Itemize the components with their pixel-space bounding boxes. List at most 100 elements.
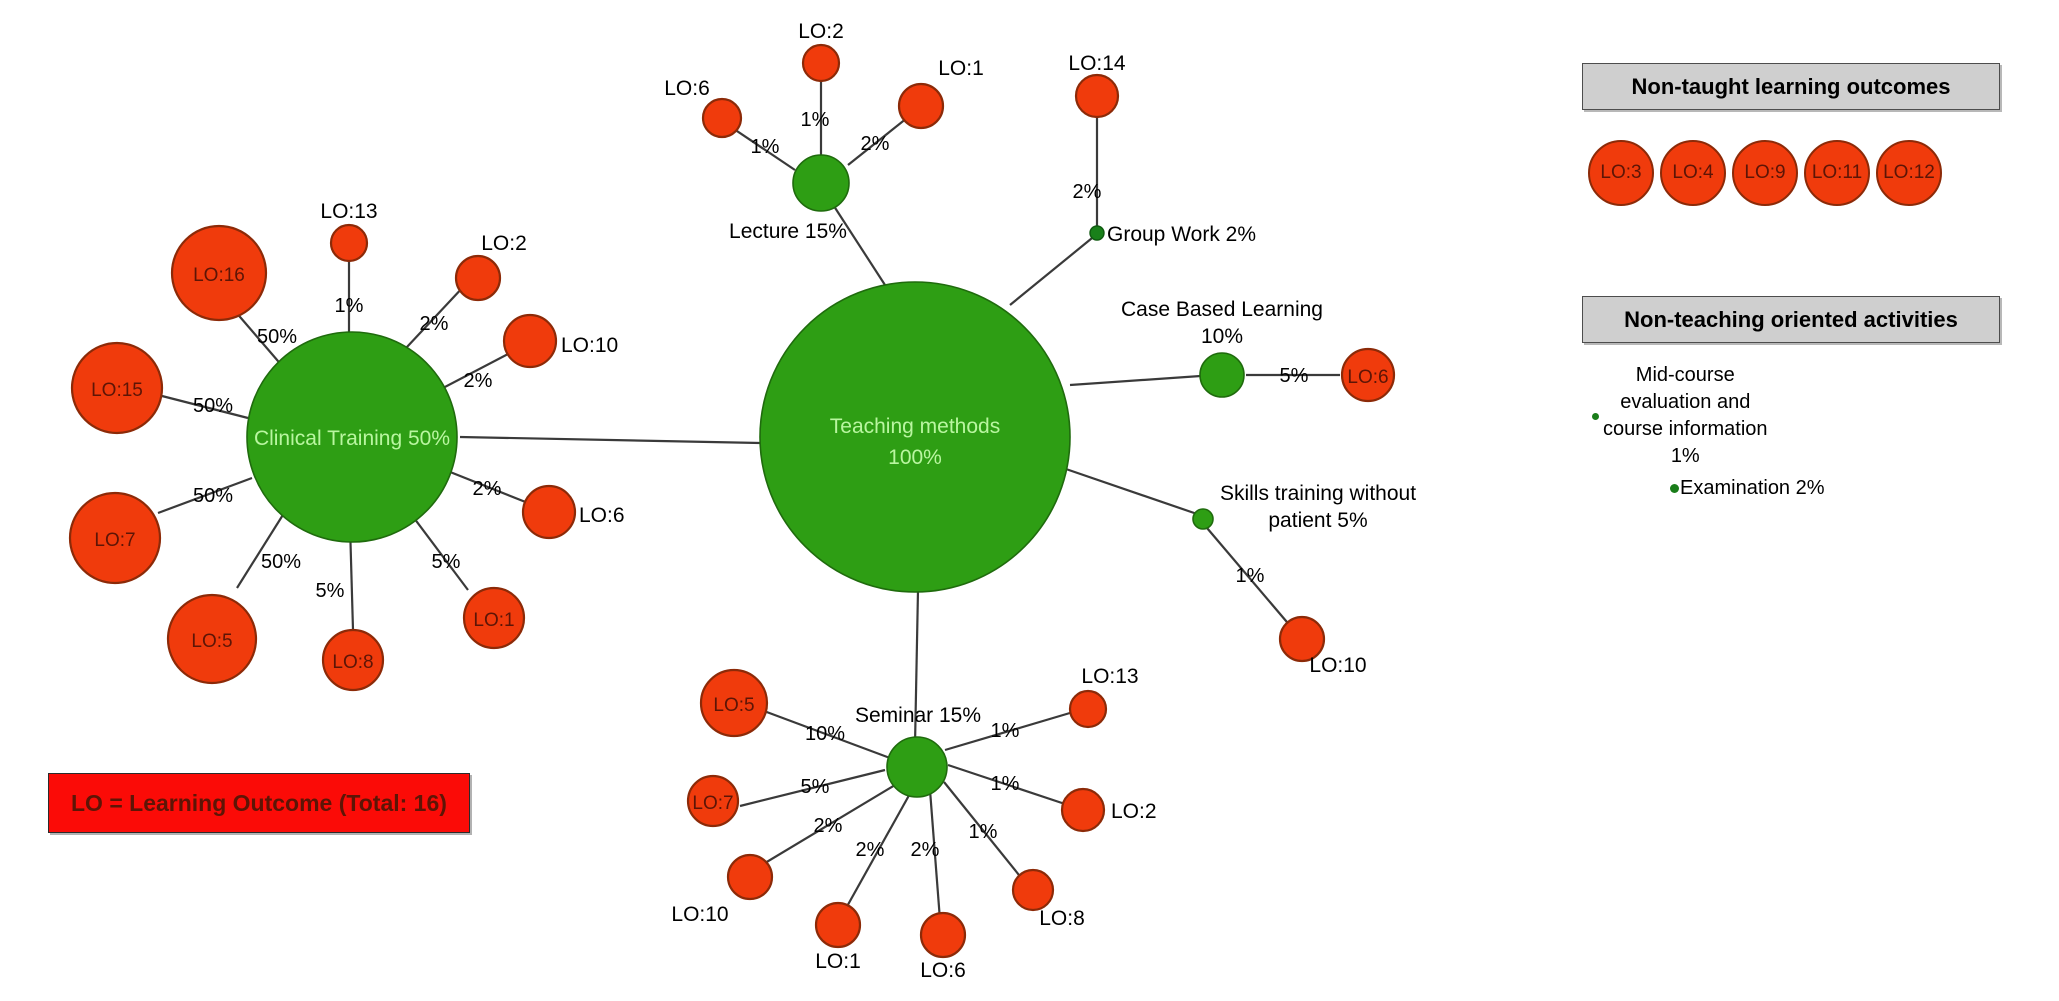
green-dot-icon	[1670, 484, 1679, 493]
edge-label-clinical-lo13: 1%	[335, 295, 364, 317]
panel-non-teaching-title: Non-teaching oriented activities	[1582, 296, 2000, 343]
edge-seminar-lo10	[759, 784, 896, 867]
node-lo13-seminar-label: LO:13	[1081, 665, 1138, 688]
node-clinical-training-label: Clinical Training 50%	[254, 427, 450, 450]
green-dot-icon	[1592, 412, 1599, 420]
node-skills-training-label-line1: Skills training without	[1220, 482, 1416, 505]
non-taught-lo-chip[interactable]: LO:11	[1804, 140, 1870, 206]
node-lo5-seminar[interactable]	[699, 668, 769, 738]
edge-center-groupwork	[1009, 233, 1098, 306]
node-lo10-clinical-label: LO:10	[561, 334, 618, 357]
non-taught-lo-chip[interactable]: LO:12	[1876, 140, 1942, 206]
lo-legend-box: LO = Learning Outcome (Total: 16)	[48, 773, 470, 833]
non-taught-lo-chip[interactable]: LO:9	[1732, 140, 1798, 206]
edge-seminar-lo5	[763, 709, 891, 760]
edge-label-clinical-lo15: 50%	[193, 395, 233, 417]
edge-label-clinical-lo10: 2%	[464, 370, 493, 392]
non-taught-lo-chip[interactable]: LO:3	[1588, 140, 1654, 206]
cluster-clinical-training: LO:16 50% LO:15 50% LO:7 50% LO:5 50% LO…	[68, 200, 625, 692]
node-lo8-clinical[interactable]	[321, 628, 385, 692]
edge-clinical-lo7	[157, 476, 253, 515]
node-lo1-clinical[interactable]	[462, 586, 526, 650]
edge-center-cbl	[1069, 373, 1216, 387]
node-teaching-methods-label: Teaching methods	[830, 415, 1000, 438]
non-teaching-item-examination: Examination 2%	[1670, 475, 1825, 502]
node-lo15[interactable]	[70, 341, 164, 435]
node-lo13-clinical[interactable]	[329, 223, 369, 263]
edge-seminar-lo7	[739, 768, 886, 808]
node-lo15-label: LO:15	[91, 380, 143, 401]
node-lo8-seminar[interactable]	[1011, 868, 1055, 912]
edge-label-lecture-lo1: 2%	[861, 133, 890, 155]
node-lo16[interactable]	[170, 224, 268, 322]
node-lo6-lecture-label: LO:6	[664, 77, 710, 100]
edge-center-clinical	[459, 435, 761, 445]
node-clinical-training[interactable]	[246, 331, 458, 543]
node-lo8-seminar-label: LO:8	[1039, 907, 1085, 930]
edge-lecture-lo6	[727, 124, 796, 171]
node-lo10-seminar-label: LO:10	[671, 903, 728, 926]
node-lo1-lecture[interactable]	[897, 82, 945, 130]
edge-seminar-lo6	[928, 789, 942, 921]
edge-skills-lo10	[1206, 527, 1293, 629]
edge-label-seminar-lo2: 1%	[991, 773, 1020, 795]
node-skills-training[interactable]	[1192, 508, 1214, 530]
node-lo5-clinical[interactable]	[166, 593, 258, 685]
cluster-center: Teaching methods 100%	[759, 281, 1071, 593]
node-lo14-groupwork[interactable]	[1074, 73, 1120, 119]
node-seminar[interactable]	[886, 736, 948, 798]
node-lo6-cbl[interactable]	[1340, 347, 1396, 403]
edge-label-seminar-lo8: 1%	[969, 821, 998, 843]
node-lo6-clinical-label: LO:6	[579, 504, 625, 527]
node-lo10-seminar[interactable]	[726, 853, 774, 901]
edge-label-clinical-lo7: 50%	[193, 485, 233, 507]
node-case-based-learning[interactable]	[1199, 352, 1245, 398]
node-lo7-seminar[interactable]	[686, 774, 740, 828]
node-lo6-clinical[interactable]	[521, 484, 577, 540]
node-lo2-seminar-label: LO:2	[1111, 800, 1157, 823]
midcourse-line1: Mid-course	[1635, 364, 1735, 386]
edge-center-seminar	[913, 589, 920, 746]
node-lo2-clinical[interactable]	[454, 254, 502, 302]
node-lecture-label: Lecture 15%	[729, 220, 847, 243]
node-lo2-seminar[interactable]	[1060, 787, 1106, 833]
non-teaching-item-midcourse: Mid-course evaluation and course informa…	[1592, 362, 1768, 470]
node-lo10-clinical[interactable]	[502, 313, 558, 369]
edge-center-skills	[1062, 466, 1201, 517]
node-lo6-lecture[interactable]	[701, 97, 743, 139]
edge-label-clinical-lo1: 5%	[432, 551, 461, 573]
node-lo10-skills[interactable]	[1278, 615, 1326, 663]
edge-label-seminar-lo6: 2%	[911, 839, 940, 861]
node-lo1-seminar[interactable]	[814, 901, 862, 949]
node-seminar-label: Seminar 15%	[855, 704, 981, 727]
node-teaching-methods[interactable]	[759, 281, 1071, 593]
node-cbl-value: 10%	[1201, 325, 1243, 348]
node-lo5-clinical-label: LO:5	[191, 631, 232, 652]
node-lo8-clinical-label: LO:8	[332, 652, 373, 673]
cluster-seminar: LO:5 10% LO:7 5% LO:10 2% LO:1 2% LO:6 2…	[671, 665, 1156, 982]
edge-label-cbl-lo6: 5%	[1280, 365, 1309, 387]
node-lo7-clinical[interactable]	[68, 491, 162, 585]
non-teaching-activities-list: Mid-course evaluation and course informa…	[1582, 360, 2002, 499]
edge-seminar-lo1	[844, 789, 913, 911]
node-lecture[interactable]	[792, 154, 850, 212]
node-lo7-seminar-label: LO:7	[692, 793, 733, 814]
node-lo6-seminar[interactable]	[919, 911, 967, 959]
edge-seminar-lo2	[947, 763, 1069, 807]
non-teaching-item-examination-text: Examination 2%	[1680, 477, 1825, 499]
node-lo2-lecture[interactable]	[801, 43, 841, 83]
node-cbl-label: Case Based Learning	[1121, 298, 1323, 321]
edge-label-lecture-lo2: 1%	[801, 109, 830, 131]
midcourse-line2: evaluation and	[1620, 391, 1751, 413]
edge-label-clinical-lo8: 5%	[316, 580, 345, 602]
node-lo13-seminar[interactable]	[1068, 689, 1108, 729]
node-group-work-label: Group Work 2%	[1107, 223, 1256, 246]
midcourse-line3: course information	[1603, 418, 1768, 440]
edge-label-clinical-lo5: 50%	[261, 551, 301, 573]
edge-label-seminar-lo5: 10%	[805, 723, 845, 745]
node-group-work[interactable]	[1089, 225, 1105, 241]
edge-label-skills-lo10: 1%	[1236, 565, 1265, 587]
non-taught-lo-chip[interactable]: LO:4	[1660, 140, 1726, 206]
